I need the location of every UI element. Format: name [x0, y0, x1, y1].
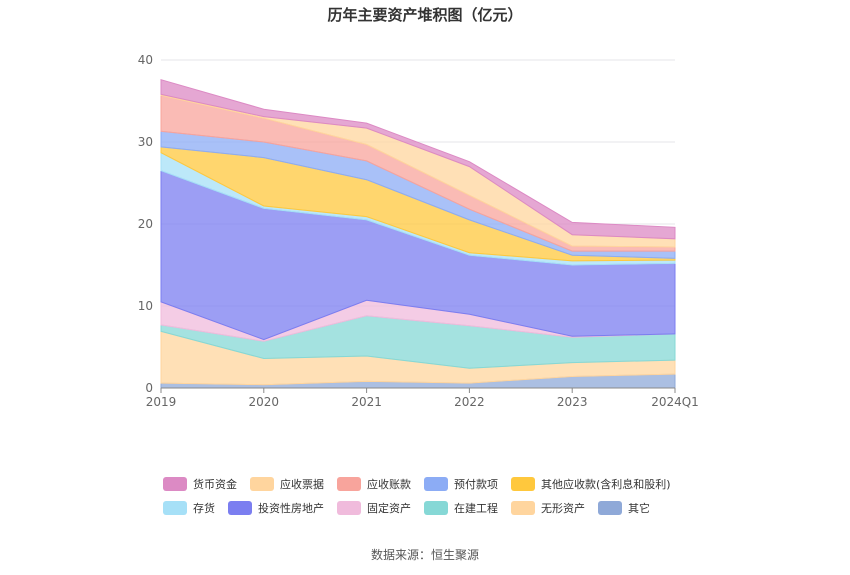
- legend-swatch: [337, 501, 361, 515]
- legend-item[interactable]: 固定资产: [337, 500, 411, 516]
- x-tick-label: 2021: [351, 395, 382, 409]
- chart-legend: 货币资金 应收票据 应收账款 预付款项 其他应收款(含利息和股利) 存货 投资性房地产 固定…: [163, 472, 723, 520]
- y-tick-label: 40: [138, 53, 153, 67]
- legend-item[interactable]: 其它: [598, 500, 650, 516]
- legend-label: 应收票据: [280, 478, 324, 491]
- legend-label: 其它: [628, 502, 650, 515]
- legend-item[interactable]: 在建工程: [424, 500, 498, 516]
- legend-item[interactable]: 预付款项: [424, 476, 498, 492]
- legend-swatch: [511, 477, 535, 491]
- x-tick-label: 2023: [557, 395, 588, 409]
- legend-item[interactable]: 货币资金: [163, 476, 237, 492]
- data-source: 数据来源：恒生聚源: [370, 548, 479, 562]
- legend-item[interactable]: 存货: [163, 500, 215, 516]
- chart-title: 历年主要资产堆积图（亿元）: [327, 6, 523, 24]
- legend-swatch: [250, 477, 274, 491]
- legend-swatch: [337, 477, 361, 491]
- legend-item[interactable]: 投资性房地产: [228, 500, 324, 516]
- legend-swatch: [424, 477, 448, 491]
- legend-swatch: [228, 501, 252, 515]
- legend-swatch: [598, 501, 622, 515]
- legend-label: 固定资产: [367, 502, 411, 515]
- legend-label: 其他应收款(含利息和股利): [541, 478, 671, 491]
- legend-swatch: [163, 477, 187, 491]
- legend-label: 在建工程: [454, 502, 498, 515]
- x-tick-label: 2024Q1: [651, 395, 699, 409]
- legend-label: 货币资金: [193, 478, 237, 491]
- legend-row: 存货 投资性房地产 固定资产 在建工程 无形资产 其它: [163, 496, 723, 520]
- x-tick-label: 2022: [454, 395, 485, 409]
- x-tick-label: 2020: [249, 395, 280, 409]
- legend-item[interactable]: 其他应收款(含利息和股利): [511, 476, 671, 492]
- legend-swatch: [163, 501, 187, 515]
- y-tick-label: 20: [138, 217, 153, 231]
- legend-item[interactable]: 应收账款: [337, 476, 411, 492]
- legend-item[interactable]: 应收票据: [250, 476, 324, 492]
- legend-label: 存货: [193, 502, 215, 515]
- legend-label: 投资性房地产: [258, 502, 324, 515]
- legend-item[interactable]: 无形资产: [511, 500, 585, 516]
- stacked-area-chart: 0 10 20 30 40 2019 2020 2021 2022 2023 2024Q1: [138, 53, 699, 409]
- y-tick-label: 10: [138, 299, 153, 313]
- legend-row: 货币资金 应收票据 应收账款 预付款项 其他应收款(含利息和股利): [163, 472, 723, 496]
- legend-label: 无形资产: [541, 502, 585, 515]
- y-tick-label: 0: [145, 381, 153, 395]
- legend-swatch: [511, 501, 535, 515]
- legend-label: 预付款项: [454, 478, 498, 491]
- y-tick-label: 30: [138, 135, 153, 149]
- area-series: [160, 79, 676, 240]
- legend-label: 应收账款: [367, 478, 411, 491]
- x-tick-label: 2019: [146, 395, 177, 409]
- legend-swatch: [424, 501, 448, 515]
